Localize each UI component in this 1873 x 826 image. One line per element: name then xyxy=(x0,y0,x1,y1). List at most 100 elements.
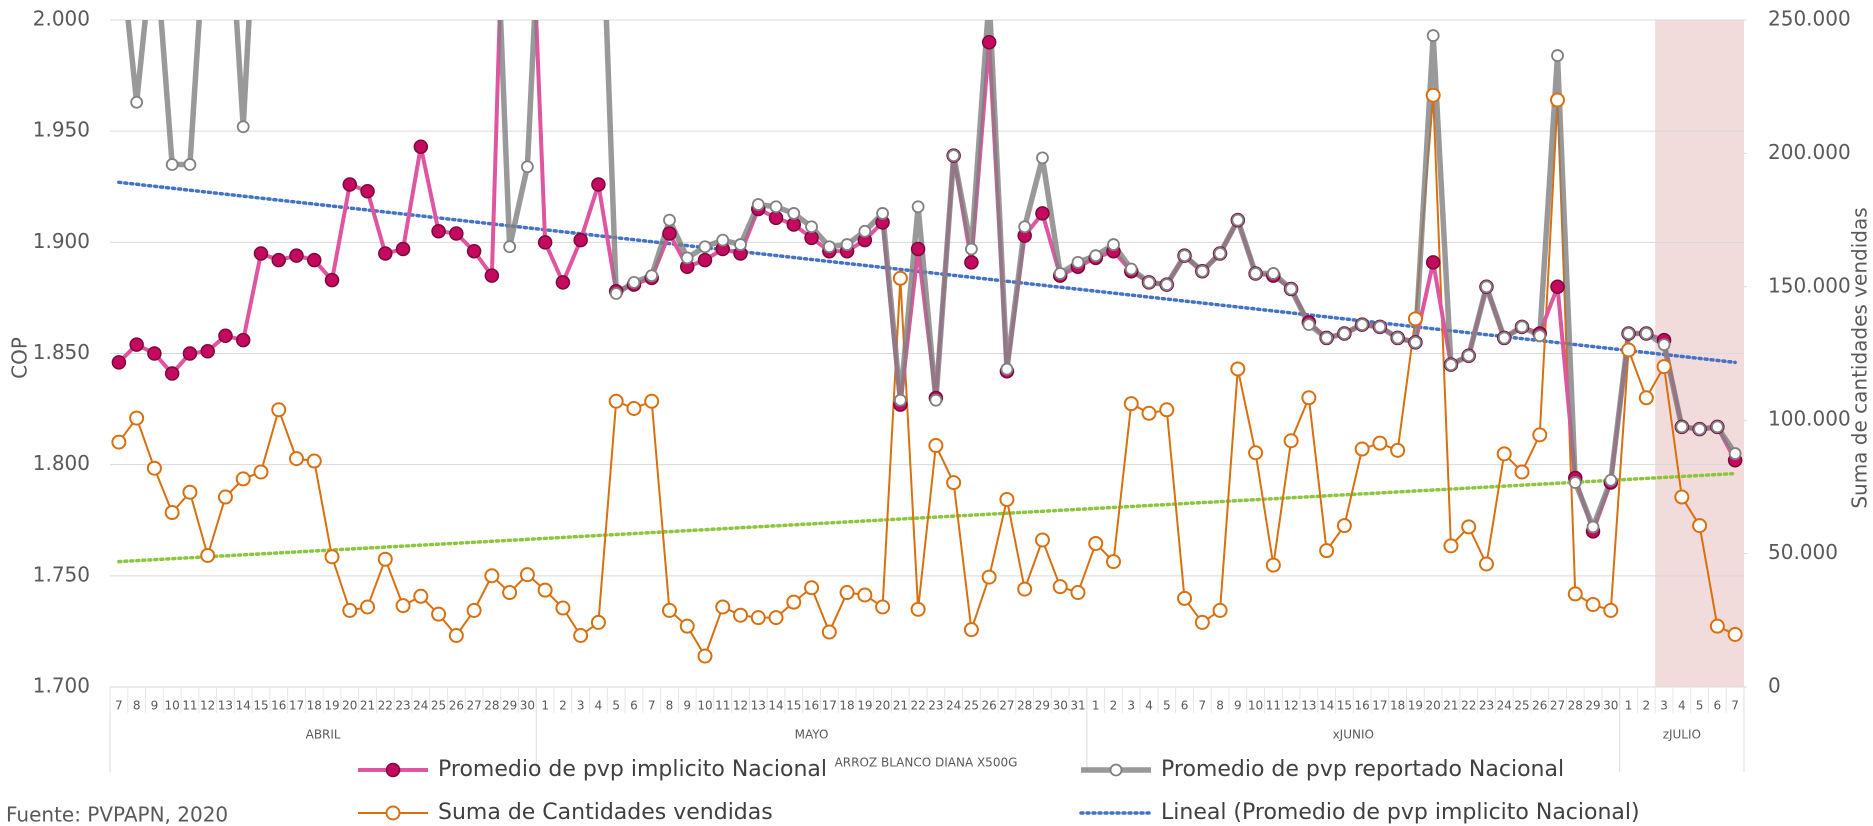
day-label: 19 xyxy=(1408,699,1423,713)
day-label: 8 xyxy=(133,699,141,713)
y2-tick-label: 250.000 xyxy=(1768,7,1851,31)
day-label: 13 xyxy=(218,699,233,713)
data-point xyxy=(182,484,198,500)
data-point xyxy=(146,460,162,476)
data-point xyxy=(182,346,198,361)
data-point xyxy=(910,241,926,257)
day-label: 17 xyxy=(822,699,837,713)
data-point xyxy=(680,251,694,265)
data-point xyxy=(1230,361,1246,377)
day-label: 9 xyxy=(151,699,159,713)
data-point xyxy=(1462,349,1476,363)
legend-marker xyxy=(385,805,401,821)
day-label: 22 xyxy=(910,699,925,713)
day-label: 10 xyxy=(165,699,180,713)
data-point xyxy=(253,246,269,261)
day-label: 9 xyxy=(683,699,691,713)
data-point xyxy=(1656,359,1672,375)
day-label: 18 xyxy=(307,699,322,713)
data-point xyxy=(1124,262,1138,276)
data-point xyxy=(289,248,304,263)
day-label: 7 xyxy=(648,699,656,713)
trendline xyxy=(117,471,1737,564)
data-point xyxy=(395,241,411,257)
day-label: 28 xyxy=(1017,699,1032,713)
data-point xyxy=(1425,255,1441,270)
data-point xyxy=(1088,535,1104,551)
data-point xyxy=(609,287,623,300)
day-label: 27 xyxy=(1550,699,1565,713)
day-label: 20 xyxy=(342,699,357,713)
day-label: 5 xyxy=(612,699,620,713)
trendline xyxy=(117,180,1737,365)
data-point xyxy=(1195,264,1209,278)
data-point xyxy=(1409,335,1422,349)
data-point xyxy=(1052,579,1068,595)
data-point xyxy=(130,95,144,109)
data-point xyxy=(965,242,978,256)
day-label: 29 xyxy=(1035,699,1050,713)
day-label: 25 xyxy=(1514,699,1529,713)
data-point xyxy=(1639,327,1653,340)
data-point xyxy=(1480,280,1493,294)
data-point xyxy=(1461,519,1477,535)
data-point xyxy=(1107,238,1120,251)
day-label: 10 xyxy=(1248,699,1263,713)
data-point xyxy=(929,393,943,407)
data-point xyxy=(573,628,589,644)
day-label: 15 xyxy=(1337,699,1352,713)
data-point xyxy=(218,328,233,343)
data-point xyxy=(751,198,765,211)
data-point xyxy=(378,246,393,261)
day-label: 30 xyxy=(1053,699,1068,713)
data-point xyxy=(698,240,712,254)
data-point xyxy=(288,451,304,467)
data-point xyxy=(768,610,784,626)
data-point xyxy=(645,269,659,283)
day-label: 14 xyxy=(1319,699,1334,713)
data-point xyxy=(1302,318,1316,331)
data-point xyxy=(1017,581,1033,597)
y2-tick-label: 0 xyxy=(1768,674,1781,698)
data-point xyxy=(164,505,180,521)
data-point xyxy=(1336,518,1352,534)
day-label: 24 xyxy=(1497,699,1512,713)
data-point xyxy=(111,434,127,450)
day-label: 20 xyxy=(875,699,890,713)
data-point xyxy=(1283,433,1299,449)
day-label: 15 xyxy=(253,699,268,713)
data-point xyxy=(1373,320,1387,334)
data-point xyxy=(1515,320,1529,334)
data-point xyxy=(1372,435,1388,451)
day-label: 22 xyxy=(1461,699,1476,713)
day-label: 26 xyxy=(982,699,997,713)
data-point xyxy=(413,588,429,604)
data-point xyxy=(1034,532,1050,548)
data-point xyxy=(1354,441,1370,457)
day-label: 1 xyxy=(541,699,549,713)
data-point xyxy=(981,34,997,50)
day-label: 4 xyxy=(1145,699,1153,713)
data-point xyxy=(697,648,713,664)
data-point xyxy=(1213,247,1227,260)
data-point xyxy=(893,393,907,407)
series-line xyxy=(118,94,1736,658)
day-label: 8 xyxy=(666,699,674,713)
day-label: 11 xyxy=(715,699,730,713)
data-point xyxy=(892,270,908,286)
day-label: 3 xyxy=(1127,699,1135,713)
day-label: 28 xyxy=(484,699,499,713)
data-point xyxy=(590,614,606,630)
data-point xyxy=(964,255,979,270)
data-point xyxy=(1674,489,1690,505)
day-label: 6 xyxy=(630,699,638,713)
day-label: 30 xyxy=(520,699,535,713)
day-label: 15 xyxy=(786,699,801,713)
data-point xyxy=(1141,405,1157,421)
data-point xyxy=(804,580,820,596)
data-point xyxy=(395,598,411,614)
data-point xyxy=(804,230,819,246)
day-label: 7 xyxy=(115,699,123,713)
data-point xyxy=(129,410,145,426)
data-point xyxy=(697,252,713,268)
